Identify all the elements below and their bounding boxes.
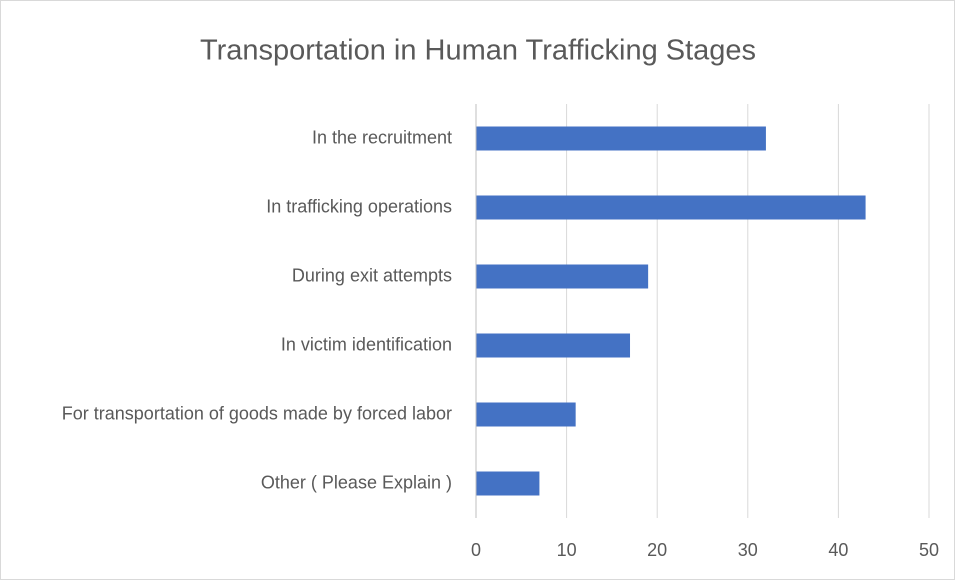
- bar: [476, 471, 540, 496]
- bar: [476, 402, 576, 427]
- y-tick-label: During exit attempts: [292, 265, 452, 285]
- x-tick-label: 50: [919, 540, 939, 560]
- y-tick-label: In victim identification: [281, 334, 452, 354]
- bar: [476, 126, 766, 151]
- x-tick-label: 40: [828, 540, 848, 560]
- x-tick-label: 0: [471, 540, 481, 560]
- x-tick-label: 30: [738, 540, 758, 560]
- y-tick-label: Other ( Please Explain ): [261, 472, 452, 492]
- bar: [476, 264, 649, 289]
- x-tick-label: 10: [557, 540, 577, 560]
- y-tick-label: In trafficking operations: [266, 196, 452, 216]
- chart-title: Transportation in Human Trafficking Stag…: [200, 35, 756, 67]
- x-tick-label: 20: [647, 540, 667, 560]
- bar: [476, 195, 866, 220]
- y-tick-label: For transportation of goods made by forc…: [62, 403, 452, 423]
- bar: [476, 333, 631, 358]
- y-tick-label: In the recruitment: [312, 127, 452, 147]
